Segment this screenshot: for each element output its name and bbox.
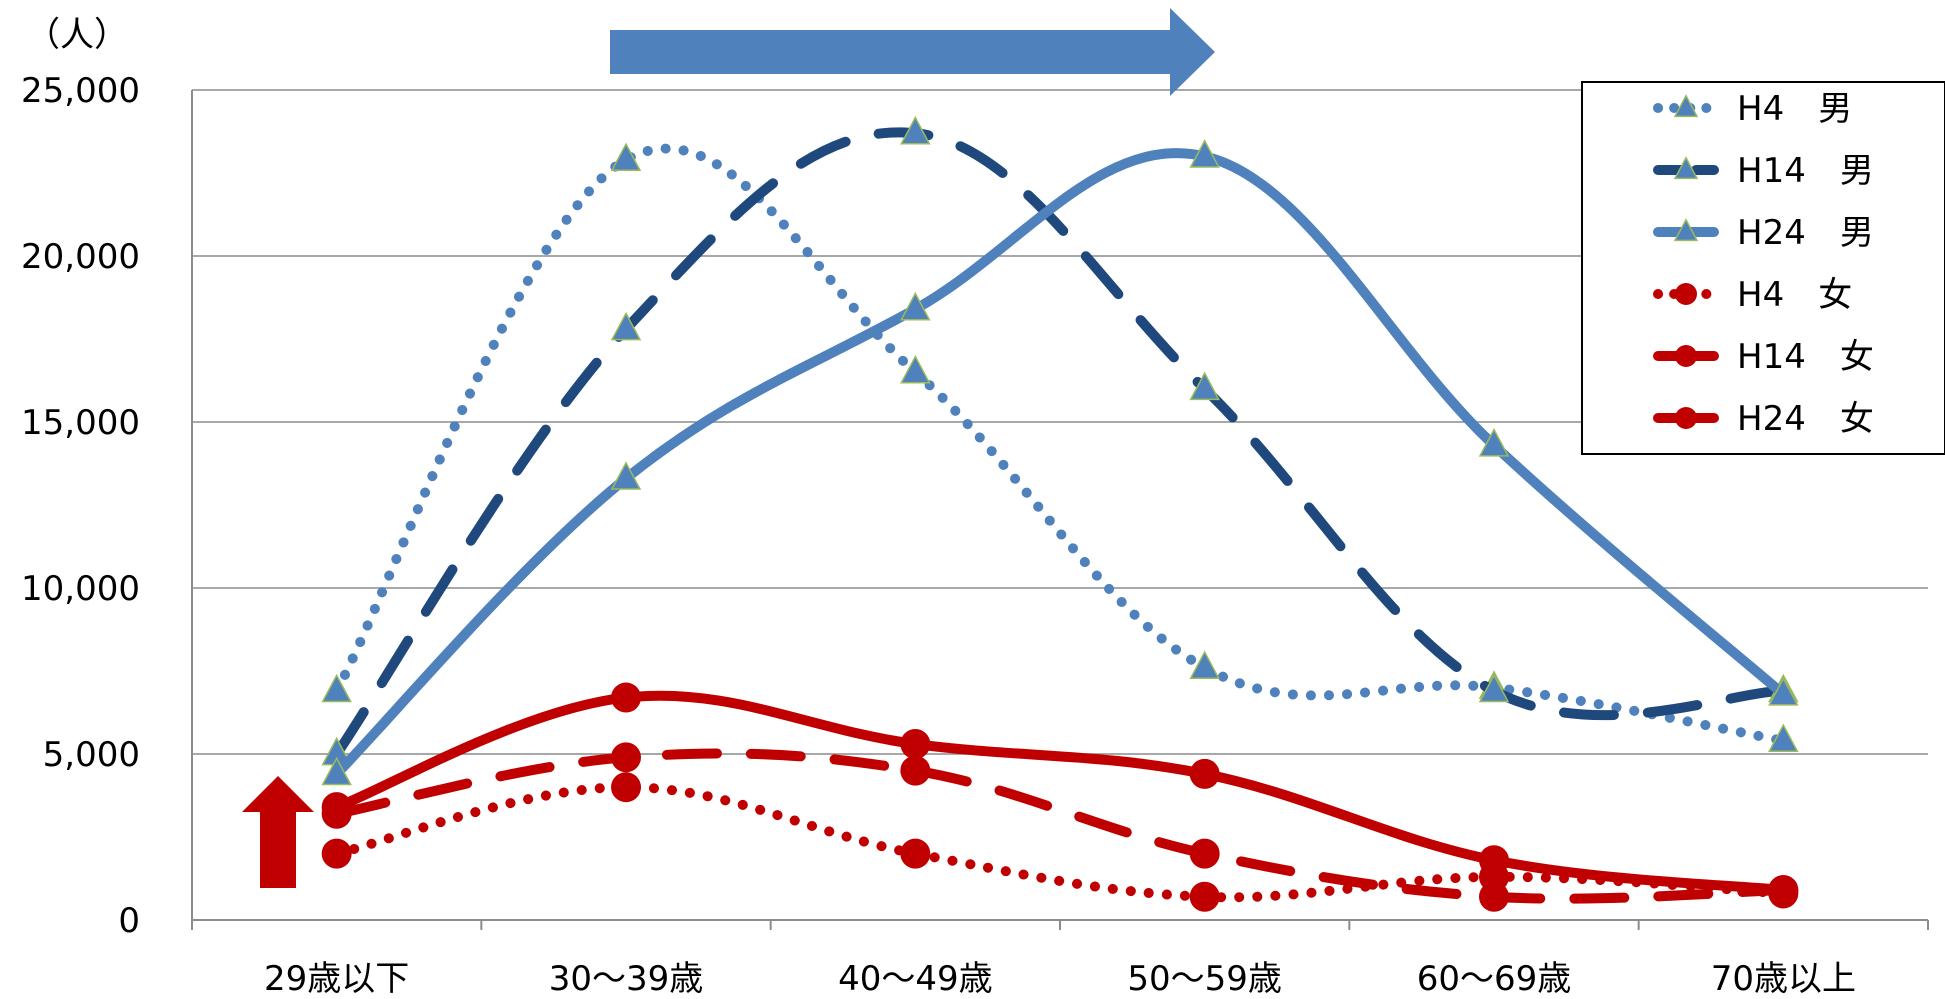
y-tick-label: 0: [118, 901, 140, 941]
data-point: [900, 729, 931, 760]
data-point: [610, 142, 642, 172]
y-tick-label: 5,000: [43, 735, 140, 775]
data-point: [1189, 838, 1220, 869]
data-point: [1189, 139, 1220, 168]
y-tick-label: 10,000: [21, 569, 140, 609]
data-point: [1478, 428, 1510, 457]
legend-item: H4 女: [1653, 275, 1852, 315]
data-point: [900, 838, 931, 869]
x-tick-label: 50～59歳: [1127, 959, 1282, 999]
data-point: [610, 461, 642, 490]
data-point: [321, 756, 352, 786]
series-group: [321, 115, 1799, 912]
legend-swatch-marker: [1673, 218, 1699, 242]
x-tick-label: 60～69歳: [1417, 959, 1572, 999]
series-line: [331, 143, 1789, 746]
data-point: [321, 792, 352, 823]
legend-label: H24 女: [1737, 399, 1874, 439]
legend-swatch-marker: [1673, 94, 1699, 118]
legend-item: H14 女: [1653, 337, 1874, 377]
series-2: [321, 115, 1799, 766]
legend-label: H4 男: [1737, 89, 1852, 129]
data-point: [1479, 881, 1509, 912]
x-tick-label: 30～39歳: [549, 959, 704, 999]
legend-label: H14 男: [1737, 151, 1874, 191]
series-3: [321, 139, 1799, 786]
series-line: [331, 748, 1789, 904]
series-1: [321, 142, 1799, 753]
legend-item: H24 男: [1653, 213, 1874, 253]
up-arrow-annotation: [242, 776, 314, 888]
series-line: [331, 127, 1789, 759]
legend-label: H4 女: [1737, 275, 1852, 315]
y-tick-label: 20,000: [21, 237, 140, 277]
legend-item: H14 男: [1653, 151, 1874, 191]
y-axis-unit-label: （人）: [26, 15, 128, 55]
x-tick-label: 40～49歳: [838, 959, 993, 999]
legend-label: H24 男: [1737, 213, 1874, 253]
series-4: [321, 772, 1799, 912]
legend-swatch-marker: [1675, 345, 1697, 367]
annotations: [242, 8, 1215, 888]
data-point: [611, 772, 641, 803]
legend-item: H24 女: [1653, 399, 1874, 439]
y-tick-label: 25,000: [21, 71, 140, 111]
data-point: [321, 673, 352, 703]
data-point: [1189, 758, 1220, 789]
series-line: [331, 148, 1789, 779]
legend-label: H14 女: [1737, 337, 1874, 377]
legend-box: [1581, 81, 1945, 455]
data-point: [321, 838, 352, 869]
data-point: [900, 354, 931, 384]
series-6: [321, 682, 1799, 906]
data-point: [900, 115, 931, 145]
data-point: [1189, 650, 1220, 680]
data-point: [1189, 881, 1220, 912]
legend-swatch-marker: [1675, 407, 1697, 429]
axes: 0 5,000 10,000 15,000 20,000 25,000 29歳以下 30～39…: [21, 71, 1929, 999]
data-point: [1768, 723, 1799, 753]
legend-swatch-marker: [1675, 283, 1697, 305]
data-point: [1768, 875, 1799, 906]
data-point: [611, 682, 641, 713]
data-point: [1189, 371, 1220, 401]
legend: H4 男 H14 男 H24 男 H4 女 H14 女 H24 女: [1581, 81, 1945, 455]
data-point: [1768, 677, 1799, 706]
data-point: [900, 291, 931, 321]
right-arrow-annotation: [610, 8, 1215, 96]
x-tick-label: 29歳以下: [264, 959, 409, 999]
legend-item: H4 男: [1653, 89, 1852, 129]
data-point: [900, 755, 931, 786]
data-point: [1479, 845, 1509, 876]
data-point: [611, 742, 641, 773]
data-point: [610, 311, 642, 341]
series-line: [331, 690, 1789, 896]
data-point: [1478, 673, 1510, 703]
series-5: [321, 742, 1799, 912]
y-tick-label: 15,000: [21, 403, 140, 443]
x-tick-label: 70歳以上: [1711, 959, 1856, 999]
legend-swatch-marker: [1673, 156, 1699, 180]
series-line: [331, 782, 1789, 903]
